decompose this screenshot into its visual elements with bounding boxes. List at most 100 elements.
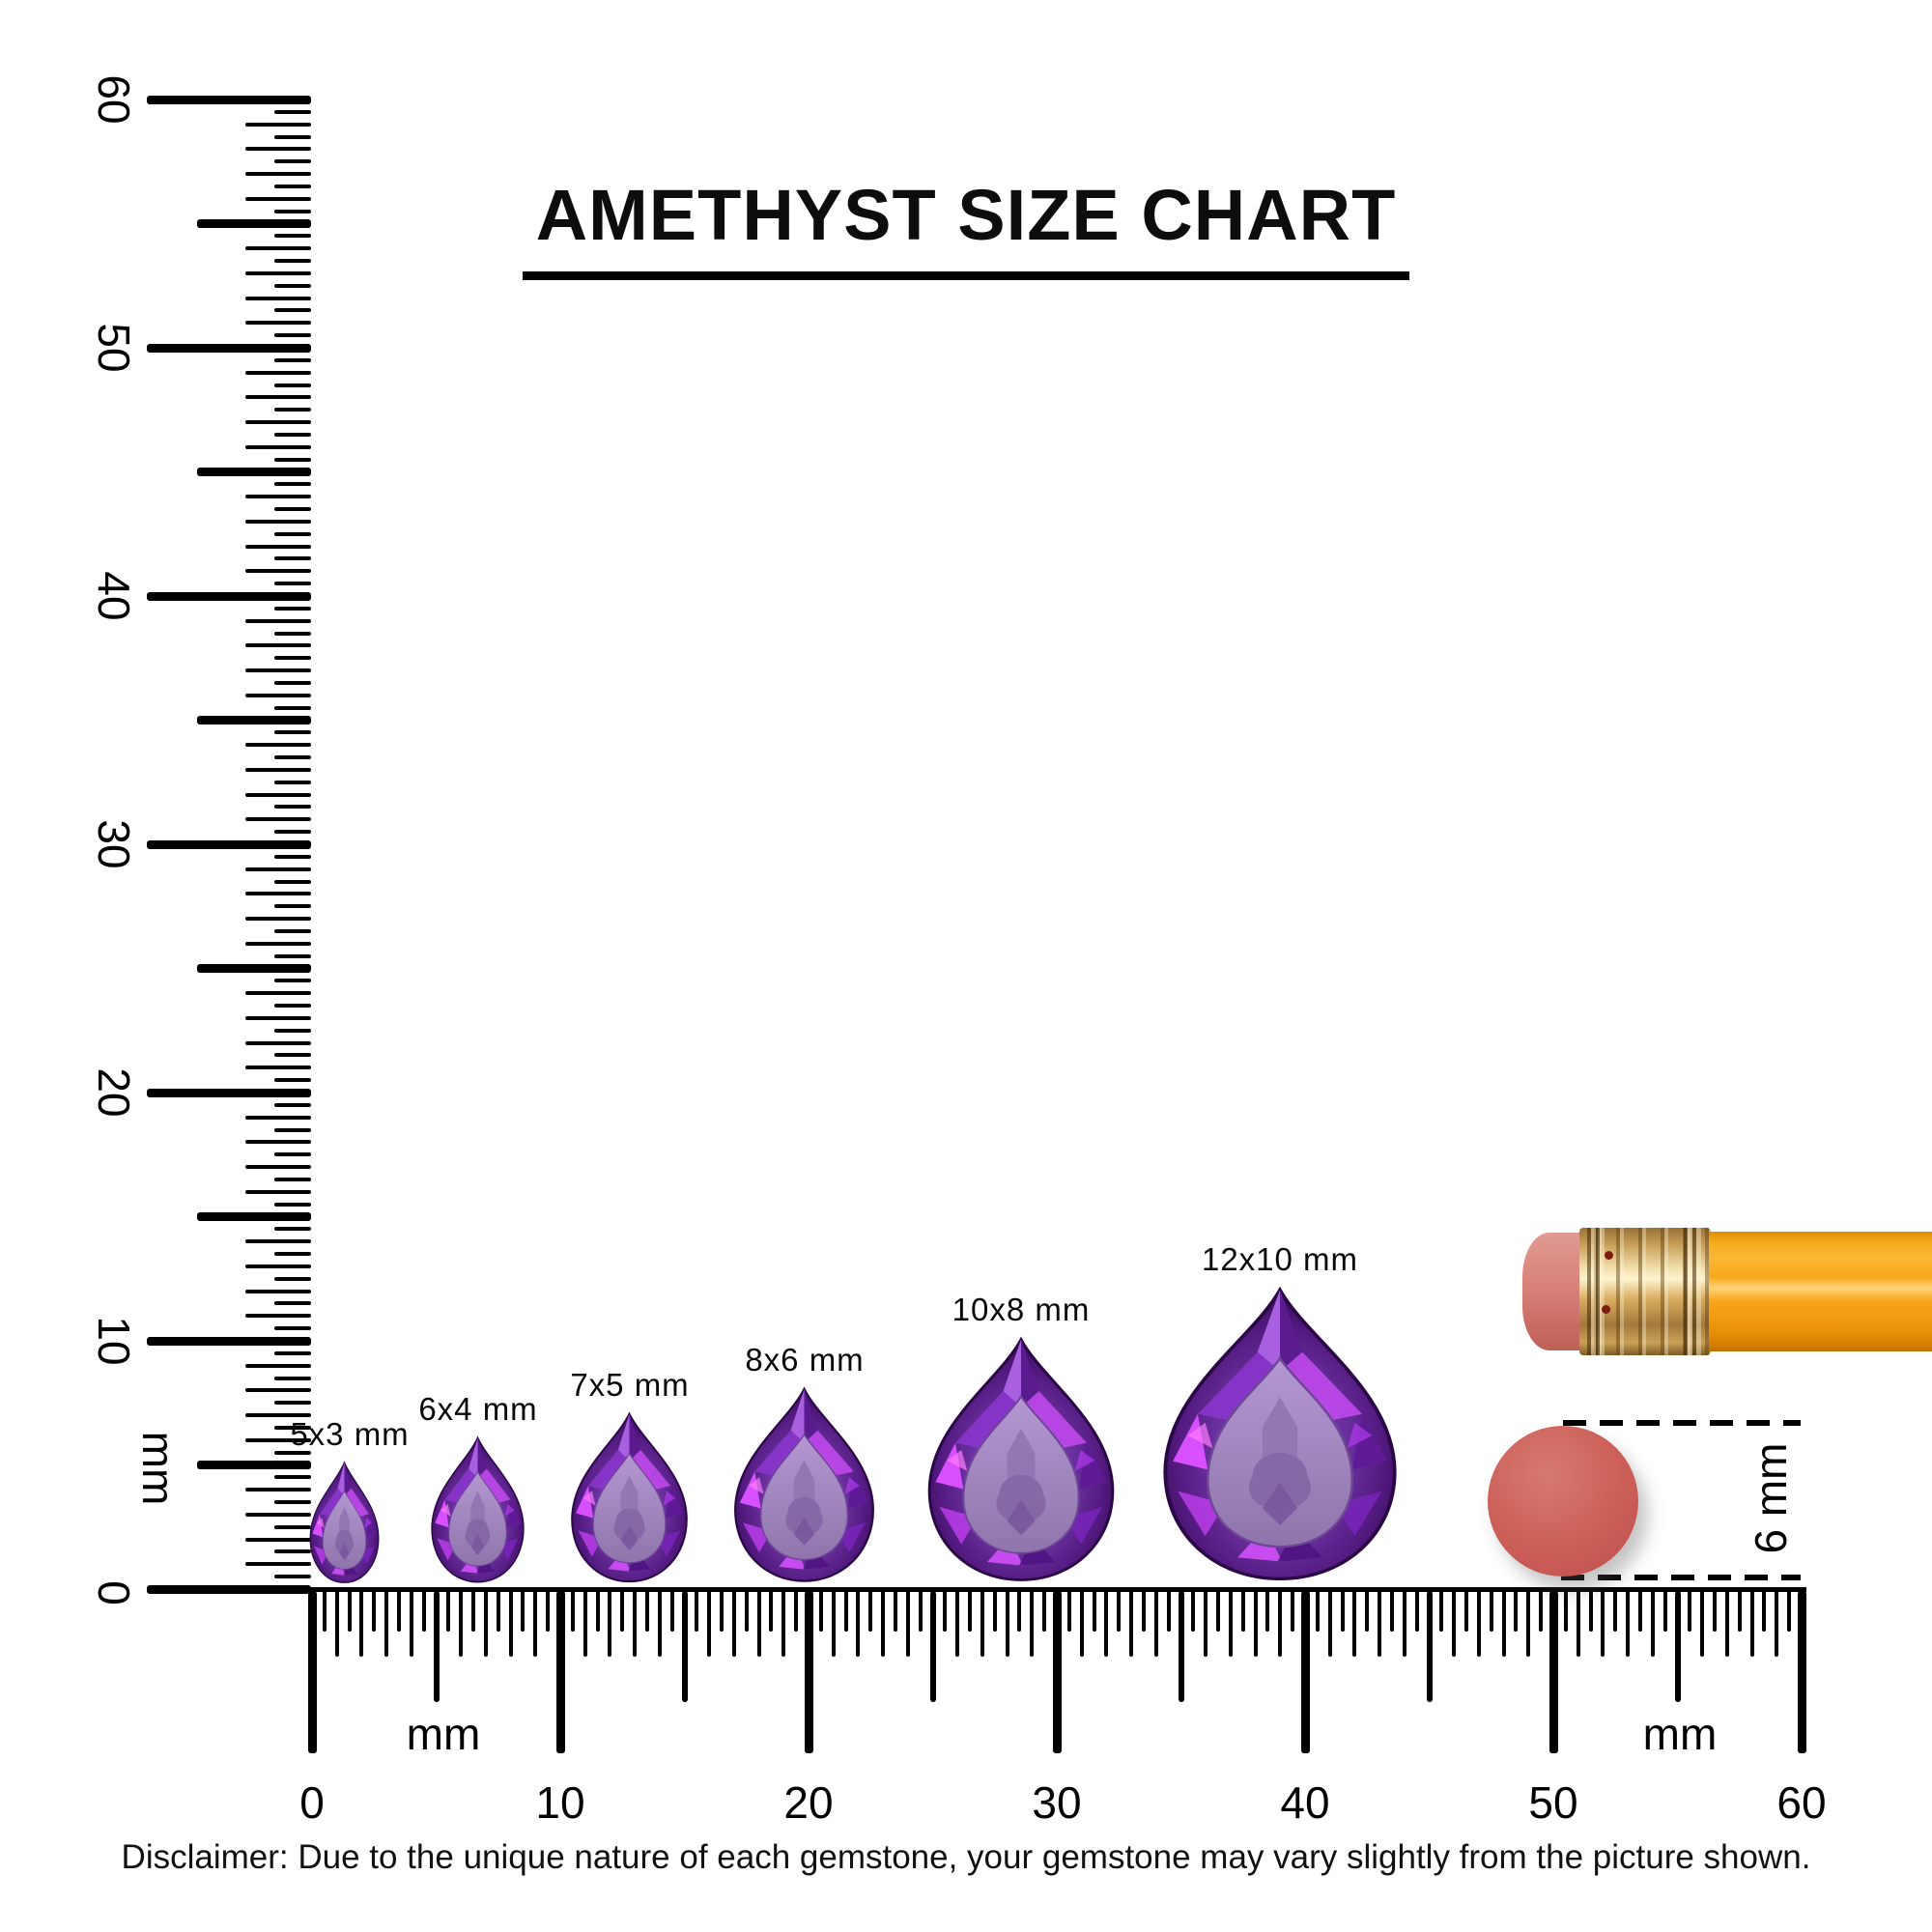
v-ruler-label-30: 30 [89,819,139,869]
h-tick-6 [459,1591,464,1657]
h-tick-14.5 [669,1591,674,1632]
v-ruler-label-50: 50 [89,323,139,373]
v-tick-43.5 [274,507,311,512]
v-tick-19 [245,1115,311,1120]
v-tick-4 [245,1488,311,1492]
h-tick-55 [1674,1591,1681,1702]
h-tick-44.5 [1414,1591,1419,1632]
v-tick-10.5 [274,1326,311,1331]
page-title-wrap: AMETHYST SIZE CHART [0,174,1932,280]
v-tick-8.5 [274,1376,311,1380]
h-tick-21.5 [843,1591,848,1632]
v-tick-27 [245,917,311,922]
v-tick-10 [147,1336,311,1346]
h-tick-20 [804,1591,813,1753]
h-tick-0.5 [322,1591,327,1632]
h-tick-52.5 [1613,1591,1618,1632]
v-tick-44 [245,495,311,499]
h-tick-25.5 [943,1591,948,1632]
v-tick-9.5 [274,1350,311,1355]
h-tick-12.5 [620,1591,625,1632]
v-tick-53.5 [274,259,311,264]
h-tick-9 [533,1591,538,1657]
v-tick-46.5 [274,432,311,437]
v-tick-16.5 [274,1177,311,1181]
v-tick-38 [245,643,311,648]
h-tick-45.5 [1439,1591,1444,1632]
v-ruler-label-60: 60 [89,74,139,125]
v-tick-50 [147,343,311,353]
v-tick-30 [147,839,311,849]
v-tick-36.5 [274,680,311,685]
v-tick-17.5 [274,1152,311,1157]
v-ruler-unit-label: mm [133,1431,184,1506]
h-tick-13.5 [644,1591,649,1632]
h-tick-2 [359,1591,364,1657]
h-tick-22 [856,1591,861,1657]
h-tick-3.5 [396,1591,401,1632]
v-tick-56 [245,196,311,201]
h-tick-26.5 [968,1591,973,1632]
v-tick-35 [197,716,311,724]
v-tick-43 [245,519,311,524]
v-tick-14.5 [274,1227,311,1232]
v-tick-28 [245,892,311,896]
disc-dash-line-top [1563,1420,1801,1426]
v-tick-48.5 [274,383,311,387]
v-tick-30.5 [274,830,311,835]
h-tick-18.5 [769,1591,774,1632]
h-tick-24.5 [918,1591,923,1632]
v-tick-32 [245,792,311,797]
h-tick-51.5 [1588,1591,1593,1632]
page-title: AMETHYST SIZE CHART [522,174,1410,280]
v-tick-3.5 [274,1500,311,1505]
h-tick-32 [1104,1591,1109,1657]
h-tick-56 [1700,1591,1705,1657]
h-tick-2.5 [372,1591,377,1632]
v-tick-12.5 [274,1276,311,1281]
v-tick-37 [245,668,311,673]
h-tick-11.5 [595,1591,600,1632]
v-tick-40.5 [274,582,311,586]
pencil-eraser-icon [1522,1233,1582,1350]
h-tick-39 [1278,1591,1283,1657]
h-ruler-label-10: 10 [535,1777,585,1828]
gem-label-5x3: 5x3 mm [290,1416,410,1452]
h-tick-11 [582,1591,587,1657]
h-tick-49 [1526,1591,1531,1657]
h-ruler-label-40: 40 [1280,1777,1330,1828]
h-tick-43.5 [1389,1591,1394,1632]
h-tick-6.5 [471,1591,476,1632]
v-tick-14 [245,1239,311,1244]
h-tick-37.5 [1240,1591,1245,1632]
v-ruler-label-20: 20 [89,1067,139,1118]
gem-label-10x8: 10x8 mm [952,1292,1091,1327]
v-tick-35.5 [274,705,311,710]
h-tick-55.5 [1688,1591,1692,1632]
h-tick-57 [1724,1591,1729,1657]
h-tick-18 [756,1591,761,1657]
horizontal-ruler-baseline [311,1587,1806,1592]
gem-10x8 [927,1338,1115,1582]
v-tick-5 [197,1461,311,1469]
v-tick-31 [245,817,311,822]
disclaimer-text: Disclaimer: Due to the unique nature of … [121,1838,1811,1876]
v-ruler-label-10: 10 [89,1316,139,1366]
h-tick-23 [881,1591,886,1657]
pencil-ferrule-crimp-right [1684,1228,1701,1355]
h-tick-41 [1327,1591,1332,1657]
v-tick-7.5 [274,1401,311,1406]
h-ruler-label-20: 20 [783,1777,834,1828]
v-tick-36 [245,693,311,697]
h-tick-42 [1352,1591,1357,1657]
v-tick-33 [245,767,311,772]
v-tick-38.5 [274,631,311,636]
v-tick-32.5 [274,780,311,784]
h-tick-4.5 [421,1591,426,1632]
gem-7x5 [571,1412,688,1583]
v-tick-15 [197,1212,311,1221]
v-tick-4.5 [274,1475,311,1480]
reference-disc [1488,1426,1638,1577]
v-tick-29.5 [274,854,311,859]
h-tick-50 [1548,1591,1558,1753]
